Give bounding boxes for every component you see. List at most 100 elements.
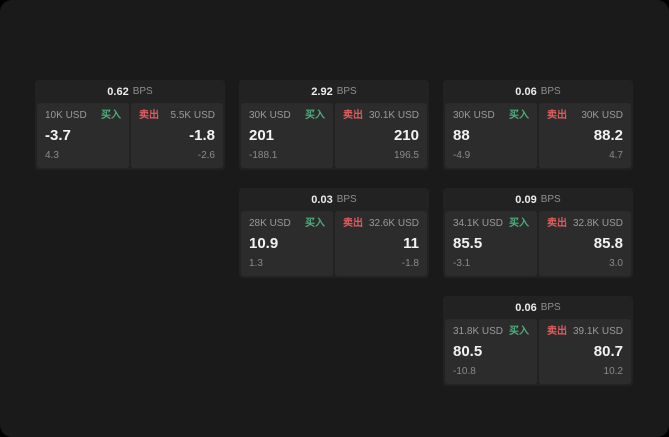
sell-panel-top: 卖出 30K USD (547, 110, 623, 122)
buy-panel[interactable]: 34.1K USD 买入 85.5 -3.1 (445, 211, 537, 276)
quote-panels: 30K USD 买入 201 -188.1 卖出 30.1K USD 210 1… (239, 103, 429, 170)
spread-value: 0.62 (107, 85, 129, 98)
sell-side-label: 卖出 (343, 218, 363, 229)
sell-panel[interactable]: 卖出 30K USD 88.2 4.7 (539, 103, 631, 168)
sell-side-label: 卖出 (343, 110, 363, 121)
sell-panel[interactable]: 卖出 39.1K USD 80.7 10.2 (539, 319, 631, 384)
sell-delta: 3.0 (609, 258, 623, 269)
buy-panel[interactable]: 10K USD 买入 -3.7 4.3 (37, 103, 129, 168)
quote-card: 0.09 BPS 34.1K USD 买入 85.5 -3.1 卖出 32.8K… (443, 188, 633, 278)
buy-delta: -4.9 (453, 150, 471, 161)
spread-header: 0.09 BPS (443, 188, 633, 211)
buy-side-label: 买入 (305, 218, 325, 229)
sell-price: 11 (403, 235, 419, 252)
buy-side-label: 买入 (509, 326, 529, 337)
sell-panel-top: 卖出 30.1K USD (343, 110, 419, 122)
buy-panel-top: 34.1K USD 买入 (453, 218, 529, 230)
bps-unit-label: BPS (540, 302, 561, 313)
sell-price: 210 (393, 127, 419, 144)
buy-panel[interactable]: 30K USD 买入 201 -188.1 (241, 103, 333, 168)
buy-delta: -3.1 (453, 258, 471, 269)
buy-price: 85.5 (453, 235, 483, 252)
buy-price: 201 (249, 127, 275, 144)
sell-price: 88.2 (593, 127, 623, 144)
buy-size: 30K USD (453, 110, 495, 121)
buy-price: 10.9 (249, 235, 279, 252)
quote-card: 0.62 BPS 10K USD 买入 -3.7 4.3 卖出 5.5K USD (35, 80, 225, 170)
buy-panel-top: 10K USD 买入 (45, 110, 121, 122)
buy-panel[interactable]: 28K USD 买入 10.9 1.3 (241, 211, 333, 276)
spread-header: 0.03 BPS (239, 188, 429, 211)
quote-panels: 34.1K USD 买入 85.5 -3.1 卖出 32.8K USD 85.8… (443, 211, 633, 278)
sell-price: 85.8 (593, 235, 623, 252)
quote-panels: 28K USD 买入 10.9 1.3 卖出 32.6K USD 11 -1.8 (239, 211, 429, 278)
buy-side-label: 买入 (101, 110, 121, 121)
sell-size: 32.8K USD (572, 218, 623, 229)
buy-side-label: 买入 (509, 218, 529, 229)
spread-header: 0.06 BPS (443, 80, 633, 103)
buy-price: 88 (453, 127, 470, 144)
buy-delta: -188.1 (249, 150, 278, 161)
sell-delta: 196.5 (393, 150, 419, 161)
bps-unit-label: BPS (132, 86, 153, 97)
sell-panel[interactable]: 卖出 5.5K USD -1.8 -2.6 (131, 103, 223, 168)
sell-size: 30K USD (581, 110, 623, 121)
spread-header: 2.92 BPS (239, 80, 429, 103)
sell-panel[interactable]: 卖出 32.6K USD 11 -1.8 (335, 211, 427, 276)
buy-side-label: 买入 (509, 110, 529, 121)
spread-value: 2.92 (311, 85, 333, 98)
buy-size: 28K USD (249, 218, 291, 229)
sell-size: 30.1K USD (368, 110, 419, 121)
spread-header: 0.06 BPS (443, 296, 633, 319)
quote-card: 0.03 BPS 28K USD 买入 10.9 1.3 卖出 32.6K US… (239, 188, 429, 278)
sell-side-label: 卖出 (547, 218, 567, 229)
bps-unit-label: BPS (540, 194, 561, 205)
bps-unit-label: BPS (336, 86, 357, 97)
sell-panel[interactable]: 卖出 30.1K USD 210 196.5 (335, 103, 427, 168)
sell-panel[interactable]: 卖出 32.8K USD 85.8 3.0 (539, 211, 631, 276)
buy-panel[interactable]: 30K USD 买入 88 -4.9 (445, 103, 537, 168)
quote-card: 0.06 BPS 31.8K USD 买入 80.5 -10.8 卖出 39.1… (443, 296, 633, 386)
buy-size: 34.1K USD (453, 218, 504, 229)
quote-card: 0.06 BPS 30K USD 买入 88 -4.9 卖出 30K USD (443, 80, 633, 170)
bps-unit-label: BPS (336, 194, 357, 205)
buy-panel-top: 30K USD 买入 (249, 110, 325, 122)
sell-delta: -1.8 (401, 258, 419, 269)
buy-delta: -10.8 (453, 366, 476, 377)
sell-size: 39.1K USD (572, 326, 623, 337)
buy-panel-top: 31.8K USD 买入 (453, 326, 529, 338)
spread-value: 0.06 (515, 301, 537, 314)
spread-header: 0.62 BPS (35, 80, 225, 103)
buy-price: 80.5 (453, 343, 483, 360)
quote-card: 2.92 BPS 30K USD 买入 201 -188.1 卖出 30.1K … (239, 80, 429, 170)
buy-size: 30K USD (249, 110, 291, 121)
buy-panel-top: 30K USD 买入 (453, 110, 529, 122)
sell-size: 5.5K USD (170, 110, 215, 121)
spread-value: 0.06 (515, 85, 537, 98)
quote-panels: 31.8K USD 买入 80.5 -10.8 卖出 39.1K USD 80.… (443, 319, 633, 386)
sell-panel-top: 卖出 32.8K USD (547, 218, 623, 230)
buy-size: 31.8K USD (453, 326, 504, 337)
sell-panel-top: 卖出 39.1K USD (547, 326, 623, 338)
sell-size: 32.6K USD (368, 218, 419, 229)
sell-delta: 4.7 (609, 150, 623, 161)
buy-delta: 1.3 (249, 258, 263, 269)
sell-side-label: 卖出 (139, 110, 159, 121)
sell-price: 80.7 (593, 343, 623, 360)
buy-size: 10K USD (45, 110, 87, 121)
quote-panels: 10K USD 买入 -3.7 4.3 卖出 5.5K USD -1.8 -2.… (35, 103, 225, 170)
bps-unit-label: BPS (540, 86, 561, 97)
quote-panels: 30K USD 买入 88 -4.9 卖出 30K USD 88.2 4.7 (443, 103, 633, 170)
sell-delta: 10.2 (603, 366, 623, 377)
sell-panel-top: 卖出 5.5K USD (139, 110, 215, 122)
sell-side-label: 卖出 (547, 110, 567, 121)
buy-side-label: 买入 (305, 110, 325, 121)
buy-panel[interactable]: 31.8K USD 买入 80.5 -10.8 (445, 319, 537, 384)
spread-value: 0.03 (311, 193, 333, 206)
sell-price: -1.8 (189, 127, 215, 144)
sell-panel-top: 卖出 32.6K USD (343, 218, 419, 230)
buy-delta: 4.3 (45, 150, 59, 161)
spread-value: 0.09 (515, 193, 537, 206)
quote-card-grid: 0.62 BPS 10K USD 买入 -3.7 4.3 卖出 5.5K USD (35, 80, 633, 386)
